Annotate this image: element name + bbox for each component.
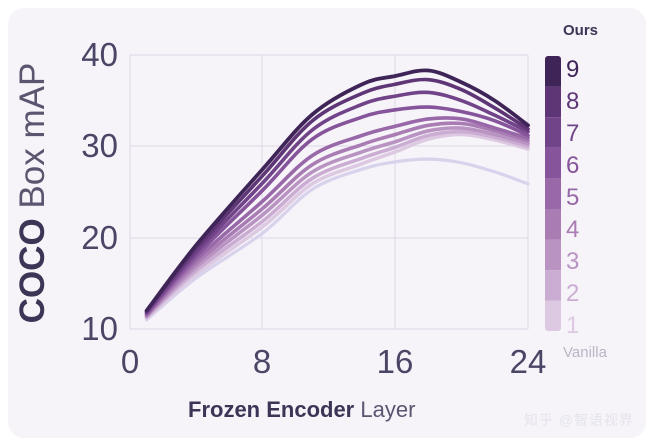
svg-text:24: 24 bbox=[510, 343, 547, 380]
svg-text:20: 20 bbox=[81, 219, 118, 256]
svg-text:10: 10 bbox=[81, 310, 118, 347]
svg-text:30: 30 bbox=[81, 127, 118, 164]
svg-text:40: 40 bbox=[81, 36, 118, 73]
svg-text:16: 16 bbox=[377, 343, 414, 380]
svg-text:8: 8 bbox=[253, 343, 271, 380]
svg-text:0: 0 bbox=[121, 343, 139, 380]
